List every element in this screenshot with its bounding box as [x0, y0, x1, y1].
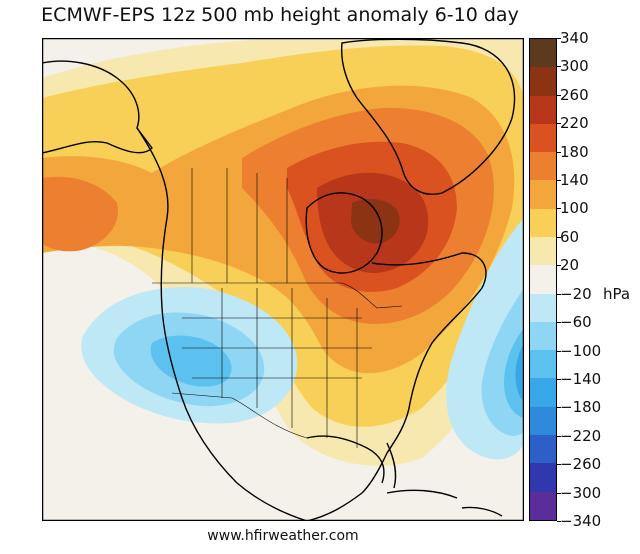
gulf-coast — [306, 435, 385, 484]
colorbar-segment — [530, 434, 556, 464]
colorbar-tick-label: 60 — [560, 227, 580, 246]
cuba-coast — [386, 489, 458, 499]
colorbar-segment — [530, 350, 556, 379]
us-states — [182, 288, 372, 448]
colorbar-tick-label: 260 — [560, 85, 589, 104]
colorbar-segment — [530, 378, 556, 407]
colorbar-segment — [530, 265, 556, 294]
canada-provinces — [191, 168, 288, 283]
colorbar-unit: hPa — [603, 285, 631, 303]
colorbar-tick-mark — [557, 151, 561, 153]
colorbar-segment — [530, 95, 556, 124]
colorbar-segment — [530, 293, 556, 322]
colorbar-tick-label: 100 — [560, 199, 589, 218]
colorbar-segment — [530, 152, 556, 181]
colorbar-tick-mark — [557, 435, 561, 437]
colorbar-segment — [530, 208, 556, 237]
colorbar-segment — [530, 180, 556, 209]
colorbar-tick-label: −60 — [560, 313, 592, 332]
colorbar-tick-mark — [557, 322, 561, 324]
coastlines — [42, 38, 516, 521]
colorbar-tick-label: −340 — [560, 512, 602, 530]
north-america-west-coast — [136, 127, 308, 521]
colorbar — [529, 38, 557, 521]
colorbar-segment — [530, 491, 556, 520]
north-america-east-coast — [306, 252, 487, 521]
hudson-bay-coast — [305, 192, 383, 274]
caribbean-islands — [461, 506, 503, 517]
colorbar-segment — [530, 463, 556, 492]
colorbar-segment — [530, 236, 556, 266]
colorbar-segment — [530, 123, 556, 153]
colorbar-tick-label: 340 — [560, 29, 589, 47]
colorbar-tick-mark — [557, 265, 561, 267]
colorbar-tick-mark — [557, 66, 561, 68]
colorbar-tick-label: −260 — [560, 455, 602, 474]
colorbar-tick-label: 300 — [560, 57, 589, 76]
colorbar-tick-mark — [557, 407, 561, 409]
colorbar-segment — [530, 406, 556, 435]
alaska-coast — [42, 60, 153, 154]
florida-coast — [386, 442, 397, 489]
colorbar-tick-mark — [557, 208, 561, 210]
anomaly-fill-neg140-east — [515, 343, 524, 401]
colorbar-tick-mark — [557, 180, 561, 182]
colorbar-tick-label: −180 — [560, 398, 602, 417]
colorbar-tick-label: 220 — [560, 114, 589, 133]
colorbar-tick-mark — [557, 94, 561, 96]
anomaly-fill-140-west — [42, 176, 118, 252]
anomaly-map — [42, 38, 524, 521]
colorbar-tick-label: −220 — [560, 426, 602, 445]
colorbar-tick-label: −100 — [560, 341, 602, 360]
anomaly-fill-neg100-east — [504, 328, 524, 418]
colorbar-tick-mark — [557, 38, 561, 39]
colorbar-tick-mark — [557, 378, 561, 380]
colorbar-segment — [530, 321, 556, 351]
colorbar-tick-mark — [557, 464, 561, 466]
colorbar-segment — [530, 39, 556, 68]
colorbar-tick-label: −140 — [560, 369, 602, 388]
greenland-coast — [340, 38, 516, 195]
colorbar-tick-label: 140 — [560, 171, 589, 190]
footer-url: www.hfirweather.com — [207, 528, 359, 544]
borders — [152, 168, 403, 448]
colorbar-tick-label: 180 — [560, 142, 589, 161]
colorbar-tick-label: 20 — [560, 256, 580, 275]
us-canada-border — [152, 282, 403, 309]
colorbar-tick-mark — [557, 236, 561, 238]
chart-title: ECMWF-EPS 12z 500 mb height anomaly 6-10… — [41, 4, 519, 26]
map-frame — [42, 38, 524, 521]
colorbar-tick-label: −20 — [560, 284, 592, 303]
colorbar-tick-mark — [557, 350, 561, 352]
colorbar-tick-label: −300 — [560, 483, 602, 502]
anomaly-fill-260 — [351, 198, 400, 244]
colorbar-segment — [530, 67, 556, 96]
colorbar-tick-mark — [557, 492, 561, 494]
us-mexico-border — [171, 392, 308, 439]
colorbar-tick-mark — [557, 521, 561, 522]
colorbar-tick-mark — [557, 293, 561, 295]
colorbar-tick-mark — [557, 123, 561, 125]
